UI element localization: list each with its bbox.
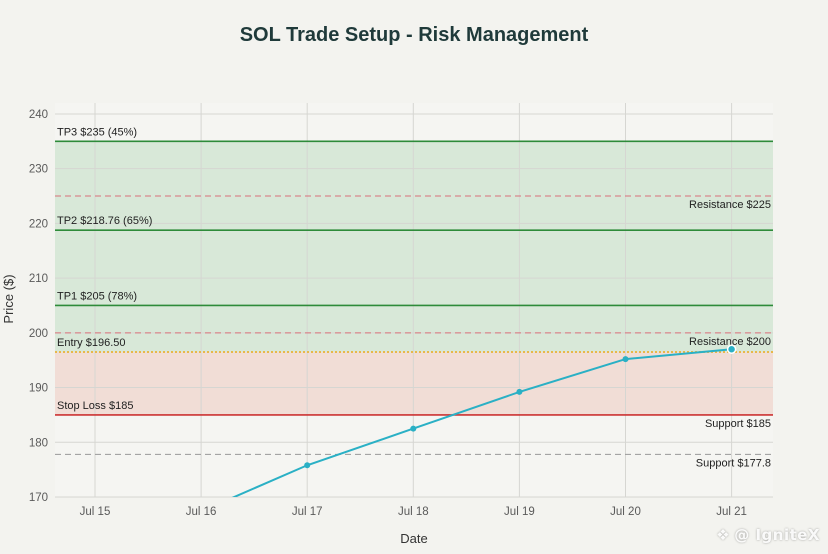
x-tick-label: Jul 16 [186,506,217,518]
profit-zone [55,141,773,352]
price-point [410,425,417,432]
x-axis-label: Date [400,531,427,546]
watermark-text: @ IgniteX [734,526,820,544]
y-tick-label: 210 [29,273,48,285]
price-point [726,344,737,354]
tp3-label: TP3 $235 (45%) [57,126,137,138]
stop-loss-label: Stop Loss $185 [57,400,133,412]
x-tick-label: Jul 21 [716,506,747,518]
support-177-label: Support $177.8 [696,457,771,469]
support-185-label: Support $185 [705,418,771,430]
price-point [516,388,523,395]
loss-zone [55,351,773,415]
watermark: ❖ @ IgniteX [716,526,820,544]
y-tick-label: 240 [29,109,48,121]
plot-area: 170 180 190 200 210 220 230 240 Jul 15 Jul 16 Jul … [29,103,773,518]
price-line [231,348,732,497]
x-tick-label: Jul 15 [80,506,111,518]
price-point [622,356,629,363]
y-tick-label: 180 [29,437,48,449]
x-tick-label: Jul 18 [398,506,429,518]
y-tick-label: 220 [29,218,48,230]
y-tick-label: 190 [29,383,48,395]
y-tick-label: 170 [29,492,48,504]
tp2-label: TP2 $218.76 (65%) [57,215,152,227]
y-axis-label: Price ($) [1,274,16,323]
entry-label: Entry $196.50 [57,337,126,349]
resistance-200-label: Resistance $200 [689,336,771,348]
resistance-225-label: Resistance $225 [689,199,771,211]
x-tick-label: Jul 19 [504,506,535,518]
y-tick-label: 230 [29,164,48,176]
chart-title: SOL Trade Setup - Risk Management [240,24,589,46]
price-point [304,462,311,469]
ignitex-logo-icon: ❖ [716,526,731,544]
tp1-label: TP1 $205 (78%) [57,290,137,302]
x-tick-label: Jul 17 [292,506,323,518]
x-tick-label: Jul 20 [610,506,641,518]
y-tick-label: 200 [29,328,48,340]
